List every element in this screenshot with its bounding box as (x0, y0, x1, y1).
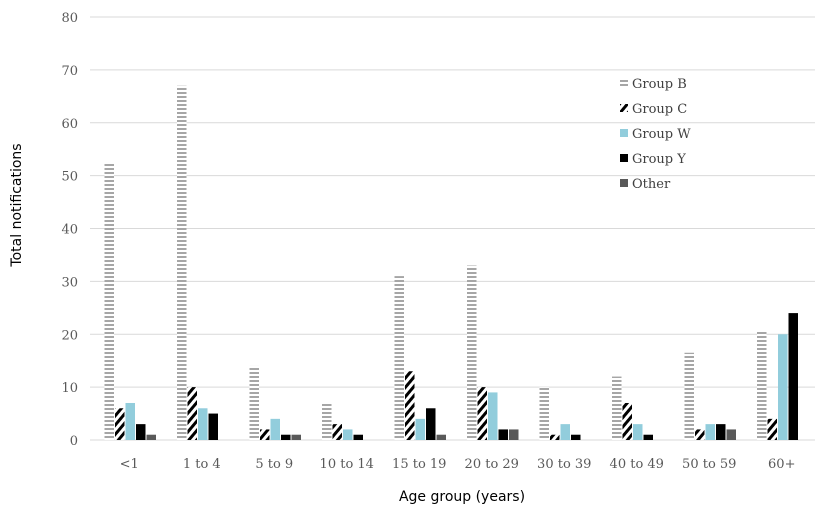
y-tick-label: 70 (61, 64, 78, 79)
bar (705, 424, 715, 440)
legend-swatch (620, 104, 628, 112)
bar (270, 418, 280, 440)
bar (477, 387, 487, 440)
bar (394, 276, 404, 440)
bar (622, 402, 632, 440)
legend-swatch (620, 179, 628, 187)
bar (146, 434, 156, 440)
bar (187, 387, 197, 440)
x-tick-label: <1 (120, 457, 139, 472)
y-tick-label: 60 (61, 117, 78, 132)
bar (426, 408, 436, 440)
bar (436, 434, 446, 440)
bar (726, 429, 736, 440)
y-tick-label: 50 (61, 170, 78, 185)
bar (405, 371, 415, 440)
legend-swatch (620, 129, 628, 137)
bar (291, 434, 301, 440)
x-tick-label: 30 to 39 (537, 457, 591, 472)
bar (633, 424, 643, 440)
y-axis-title: Total notifications (9, 143, 25, 267)
bar (208, 413, 218, 440)
bar (509, 429, 519, 440)
bar (353, 434, 363, 440)
gridlines (90, 16, 815, 441)
x-tick-label: 10 to 14 (320, 457, 374, 472)
bar (104, 162, 114, 440)
bar (198, 408, 208, 440)
bars (104, 85, 798, 441)
bar (415, 418, 425, 440)
legend-label: Other (632, 177, 671, 192)
x-axis-ticks: <1 1 to 4 5 to 9 10 to 14 15 to 19 20 to 29 30… (120, 457, 796, 472)
x-tick-label: 15 to 19 (392, 457, 446, 472)
x-tick-label: 60+ (768, 457, 795, 472)
bar (643, 434, 653, 440)
bar (716, 424, 726, 440)
bar (260, 429, 270, 440)
bar (778, 334, 788, 440)
bar (343, 429, 353, 440)
bar (767, 418, 777, 440)
legend-swatch (620, 154, 628, 162)
bar (249, 365, 259, 440)
x-axis-title: Age group (years) (399, 489, 525, 505)
bar (125, 402, 135, 440)
bar (115, 408, 125, 440)
bar (281, 434, 291, 440)
bar (788, 313, 798, 440)
y-tick-label: 20 (61, 328, 78, 343)
legend-swatch (620, 79, 628, 87)
legend: Group B Group C Group W Group Y Other (620, 77, 691, 192)
y-tick-label: 30 (61, 275, 78, 290)
y-tick-label: 0 (70, 434, 78, 449)
bar (467, 265, 477, 440)
legend-label: Group B (632, 77, 687, 92)
bar (695, 429, 705, 440)
bar (539, 387, 549, 440)
legend-label: Group W (632, 127, 691, 142)
x-tick-label: 50 to 59 (682, 457, 736, 472)
x-tick-label: 5 to 9 (255, 457, 293, 472)
bar (488, 392, 498, 440)
y-tick-label: 10 (61, 381, 78, 396)
x-tick-label: 20 to 29 (465, 457, 519, 472)
bar (757, 331, 767, 440)
bar (571, 434, 581, 440)
bar (322, 402, 332, 440)
bar (136, 424, 146, 440)
y-axis-ticks: 0 10 20 30 40 50 60 70 80 (61, 11, 78, 449)
bar (332, 424, 342, 440)
bar (612, 376, 622, 440)
bar (560, 424, 570, 440)
legend-label: Group Y (632, 152, 686, 167)
bar (498, 429, 508, 440)
legend-label: Group C (632, 102, 687, 117)
y-tick-label: 40 (61, 223, 78, 238)
bar (550, 434, 560, 440)
y-tick-label: 80 (61, 11, 78, 26)
x-tick-label: 40 to 49 (610, 457, 664, 472)
bar (177, 85, 187, 441)
bar (684, 352, 694, 440)
x-tick-label: 1 to 4 (183, 457, 221, 472)
